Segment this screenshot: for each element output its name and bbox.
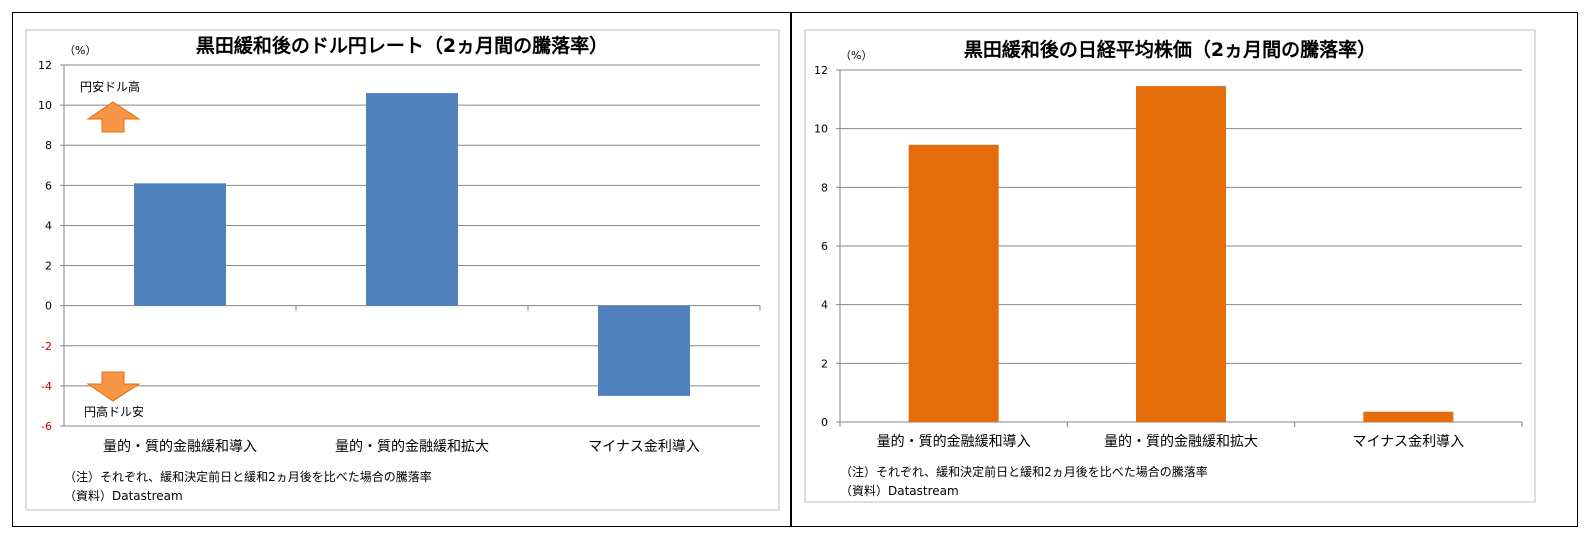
bar-2 [1136,86,1226,422]
y-tick-label: 4 [821,299,828,312]
y-tick-label: 6 [821,240,828,253]
down-arrow-icon [86,371,141,402]
x-category-label: 量的・質的金融緩和導入 [103,439,257,455]
figure-frame [12,12,1578,527]
y-tick-label: -4 [41,380,52,393]
chart1-source: （資料）Datastream [64,489,183,503]
panel-divider [790,12,792,527]
y-tick-label: 12 [814,64,828,77]
chart1-unit-label: （%） [64,44,96,57]
y-tick-label: 2 [45,260,52,273]
bar-1 [134,183,226,306]
chart2-unit-label: （%） [840,49,872,62]
chart2-y-tick-labels: 12 10 8 6 4 2 0 [814,64,828,429]
chart1-y-tick-labels: 12 10 8 6 4 2 0 -2 -4 -6 [38,59,52,433]
bar-2 [366,93,458,306]
chart2-x-tick-labels: 量的・質的金融緩和導入 量的・質的金融緩和拡大 マイナス金利導入 [877,434,1465,450]
chart1-up-annotation: 円安ドル高 [80,79,141,133]
y-tick-label: 10 [38,99,52,112]
up-arrow-icon [86,101,141,133]
y-tick-label: -6 [41,420,52,433]
bar-1 [908,144,999,423]
x-category-label: 量的・質的金融緩和拡大 [335,439,489,455]
bar-3 [598,305,690,396]
y-tick-label: 6 [45,179,52,192]
chart1-bars [134,93,690,396]
x-category-label: マイナス金利導入 [588,439,700,455]
y-tick-label: 8 [821,181,828,194]
x-category-label: 量的・質的金融緩和導入 [877,434,1031,450]
chart2-note: （注）それぞれ、緩和決定前日と緩和2ヵ月後を比べた場合の騰落率 [840,464,1208,479]
down-annotation-label: 円高ドル安 [84,404,144,419]
y-tick-label: 4 [45,219,52,232]
chart1-x-tick-labels: 量的・質的金融緩和導入 量的・質的金融緩和拡大 マイナス金利導入 [103,439,700,455]
y-tick-label: 2 [821,357,828,370]
chart2-bars [908,86,1454,423]
y-tick-label: 8 [45,139,52,152]
x-category-label: 量的・質的金融緩和拡大 [1104,434,1258,450]
y-tick-label: 0 [45,300,52,313]
chart1-note: （注）それぞれ、緩和決定前日と緩和2ヵ月後を比べた場合の騰落率 [64,469,432,484]
chart1-title: 黒田緩和後のドル円レート（2ヵ月間の騰落率） [196,34,608,57]
up-annotation-label: 円安ドル高 [80,79,140,94]
y-tick-label: 12 [38,59,52,72]
y-tick-label: 0 [821,416,828,429]
y-tick-label: 10 [814,123,828,136]
chart1-down-annotation: 円高ドル安 [84,371,144,419]
y-tick-label: -2 [41,340,52,353]
bar-3 [1363,411,1454,422]
chart2-title: 黒田緩和後の日経平均株価（2ヵ月間の騰落率） [964,38,1376,61]
x-category-label: マイナス金利導入 [1352,434,1464,450]
chart2-source: （資料）Datastream [840,484,959,498]
